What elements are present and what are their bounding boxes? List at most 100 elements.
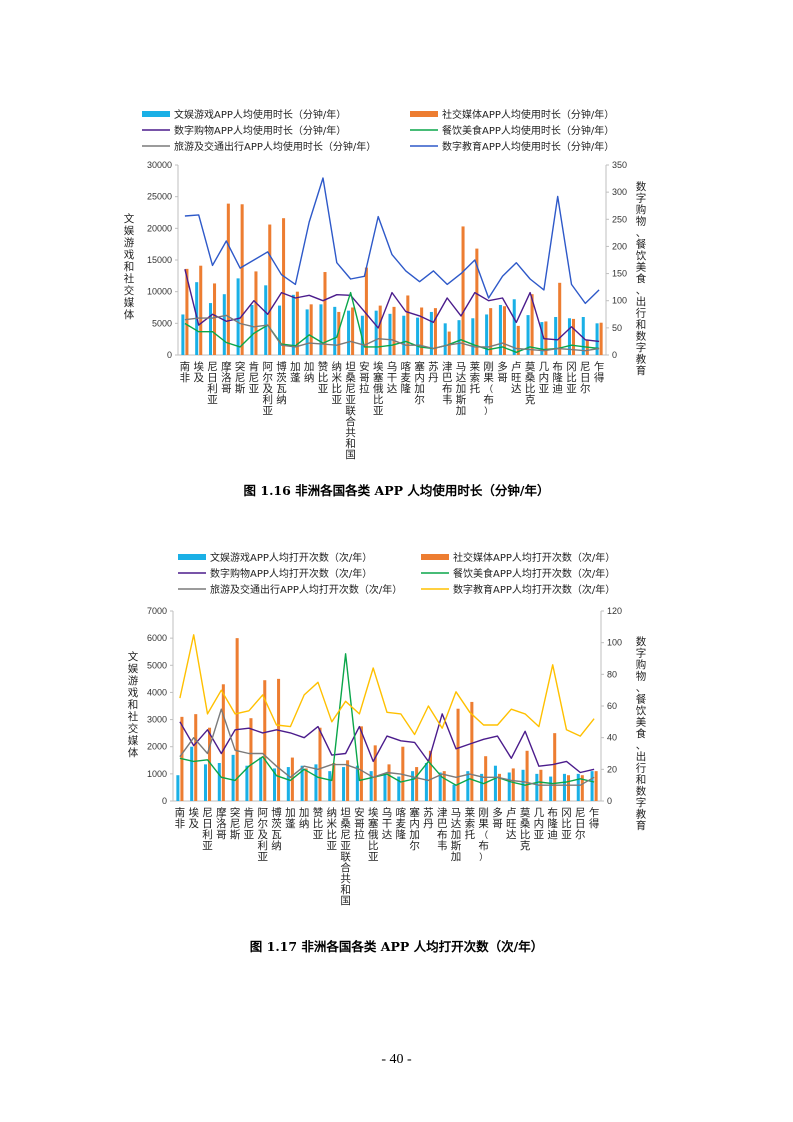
left-tick-label: 30000 [147, 160, 172, 170]
bar-ent-29 [567, 318, 571, 355]
bar-ent-27 [535, 773, 539, 801]
category-label-10: 加纳 [304, 361, 315, 384]
category-label-30: 尼日尔 [575, 807, 586, 841]
series-line-food [184, 291, 600, 353]
bar-ent-16 [388, 313, 392, 355]
left-tick-label: 7000 [147, 606, 167, 616]
legend-label-6: 数字教育APP人均打开次数（次/年） [453, 583, 615, 596]
category-label-15: 埃塞俄比亚 [368, 806, 379, 863]
right-axis-title: 数字购物、餐饮美食、出行和数字教育 [636, 180, 647, 377]
bar-soc-10 [304, 768, 308, 801]
right-tick-label: 200 [612, 241, 627, 251]
category-label-24: 多哥 [497, 360, 508, 384]
bar-ent-29 [562, 773, 566, 801]
category-label-10: 加纳 [299, 807, 310, 830]
left-tick-label: 0 [162, 796, 167, 806]
category-label-20: 津巴布韦 [442, 361, 453, 406]
bar-soc-20 [442, 771, 446, 801]
category-label-3: 尼日利亚 [207, 361, 218, 406]
left-tick-label: 10000 [147, 287, 172, 297]
category-label-31: 乍得 [589, 806, 600, 830]
category-label-27: 几内亚 [539, 361, 550, 395]
category-label-1: 南非 [175, 806, 186, 830]
bar-ent-12 [328, 771, 332, 801]
bar-ent-19 [429, 311, 433, 355]
bar-soc-13 [346, 760, 350, 801]
category-label-24: 多哥 [492, 806, 503, 830]
bar-ent-17 [397, 776, 401, 801]
right-tick-label: 50 [612, 323, 622, 333]
right-tick-label: 100 [607, 638, 622, 648]
bar-ent-28 [549, 776, 553, 801]
category-label-22: 莱索托 [465, 807, 476, 841]
bar-ent-8 [278, 305, 282, 355]
category-label-13: 坦桑尼亚联合共和国 [340, 806, 351, 907]
bar-soc-22 [470, 701, 474, 801]
bar-ent-5 [236, 278, 240, 355]
legend-label-3: 数字购物APP人均使用时长（分钟/年） [174, 124, 346, 137]
bar-ent-27 [540, 322, 544, 355]
category-label-23: 刚果（布） [478, 807, 489, 863]
bar-ent-28 [554, 317, 558, 355]
bar-soc-17 [406, 295, 410, 355]
bar-soc-15 [378, 305, 382, 355]
bar-soc-2 [194, 714, 198, 801]
category-label-18: 塞内加尔 [409, 806, 420, 852]
right-tick-label: 80 [607, 669, 617, 679]
bar-soc-31 [594, 771, 598, 801]
bar-soc-19 [433, 308, 437, 355]
bar-ent-8 [273, 768, 277, 801]
left-axis-title: 文娱游戏和社交媒体 [124, 212, 135, 321]
bar-ent-4 [222, 294, 226, 355]
bar-soc-14 [359, 726, 363, 801]
bar-soc-16 [387, 764, 391, 801]
right-tick-label: 20 [607, 764, 617, 774]
left-tick-label: 20000 [147, 223, 172, 233]
left-tick-label: 0 [167, 350, 172, 360]
bar-ent-14 [360, 315, 364, 355]
bar-ent-26 [526, 315, 530, 355]
bar-ent-2 [190, 746, 194, 801]
chart-app-open-count: 文娱游戏APP人均打开次数（次/年） 社交媒体APP人均打开次数（次/年） 数字购物… [128, 551, 647, 907]
category-label-7: 阿尔及利亚 [262, 361, 273, 417]
category-label-4: 摩洛哥 [216, 806, 227, 841]
legend-swatch-1 [142, 111, 170, 117]
bar-soc-30 [580, 775, 584, 801]
category-label-12: 纳米比亚 [327, 806, 338, 852]
category-label-17: 喀麦隆 [401, 360, 412, 395]
category-label-3: 尼日利亚 [202, 807, 213, 852]
right-axis-title: 数字购物、餐饮美食、出行和数字教育 [636, 635, 647, 832]
bar-ent-31 [590, 771, 594, 801]
category-label-28: 布隆迪 [552, 361, 563, 395]
bar-ent-20 [443, 323, 447, 355]
bar-soc-24 [502, 306, 506, 355]
bar-soc-4 [221, 684, 225, 801]
category-label-20: 津巴布韦 [437, 807, 448, 852]
right-tick-label: 250 [612, 214, 627, 224]
bar-soc-6 [254, 271, 258, 355]
bar-ent-3 [203, 764, 208, 801]
legend-label-2: 社交媒体APP人均使用时长（分钟/年） [442, 108, 614, 121]
bar-soc-11 [323, 272, 327, 355]
series-line-shop [184, 269, 600, 343]
bar-ent-9 [286, 767, 290, 801]
legend-label-2: 社交媒体APP人均打开次数（次/年） [453, 551, 615, 564]
category-label-26: 莫桑比克 [525, 361, 536, 406]
category-label-22: 莱索托 [470, 361, 481, 395]
legend-label-4: 餐饮美食APP人均打开次数（次/年） [453, 567, 615, 580]
category-label-7: 阿尔及利亚 [257, 807, 268, 863]
bar-ent-10 [305, 309, 309, 355]
category-label-27: 几内亚 [534, 807, 545, 841]
bar-ent-11 [319, 304, 323, 355]
category-label-5: 突尼斯 [235, 360, 246, 395]
bar-soc-12 [337, 311, 341, 355]
category-label-18: 塞内加尔 [414, 360, 425, 406]
series-line-edu2 [179, 634, 595, 737]
bar-ent-24 [493, 765, 497, 801]
category-label-29: 冈比亚 [566, 361, 577, 395]
bar-ent-15 [374, 310, 378, 355]
left-tick-label: 25000 [147, 192, 172, 202]
bar-ent-18 [411, 771, 415, 801]
bar-soc-3 [213, 283, 217, 355]
bar-soc-24 [497, 773, 501, 801]
